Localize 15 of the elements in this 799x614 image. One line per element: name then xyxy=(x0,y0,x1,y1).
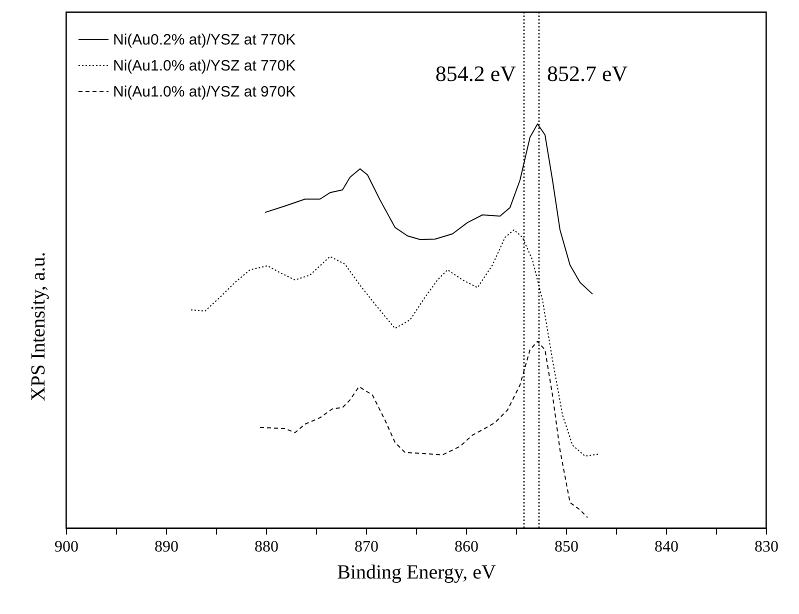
y-axis-title: XPS Intensity, a.u. xyxy=(28,252,50,402)
x-tick-label: 870 xyxy=(354,538,378,556)
x-tick-label: 890 xyxy=(154,538,178,556)
ref-line-label: 852.7 eV xyxy=(547,61,628,86)
x-tick-label: 850 xyxy=(554,538,578,556)
ref-line-label: 854.2 eV xyxy=(435,61,516,86)
x-tick-label: 830 xyxy=(754,538,778,556)
x-tick-label: 880 xyxy=(254,538,278,556)
x-tick-label: 860 xyxy=(454,538,478,556)
legend-label: Ni(Au1.0% at)/YSZ at 770K xyxy=(113,58,296,74)
x-tick-label: 840 xyxy=(654,538,678,556)
x-axis-title: Binding Energy, eV xyxy=(337,562,496,584)
legend-label: Ni(Au1.0% at)/YSZ at 970K xyxy=(113,84,296,100)
x-tick-label: 900 xyxy=(54,538,78,556)
legend-label: Ni(Au0.2% at)/YSZ at 770K xyxy=(113,32,296,48)
